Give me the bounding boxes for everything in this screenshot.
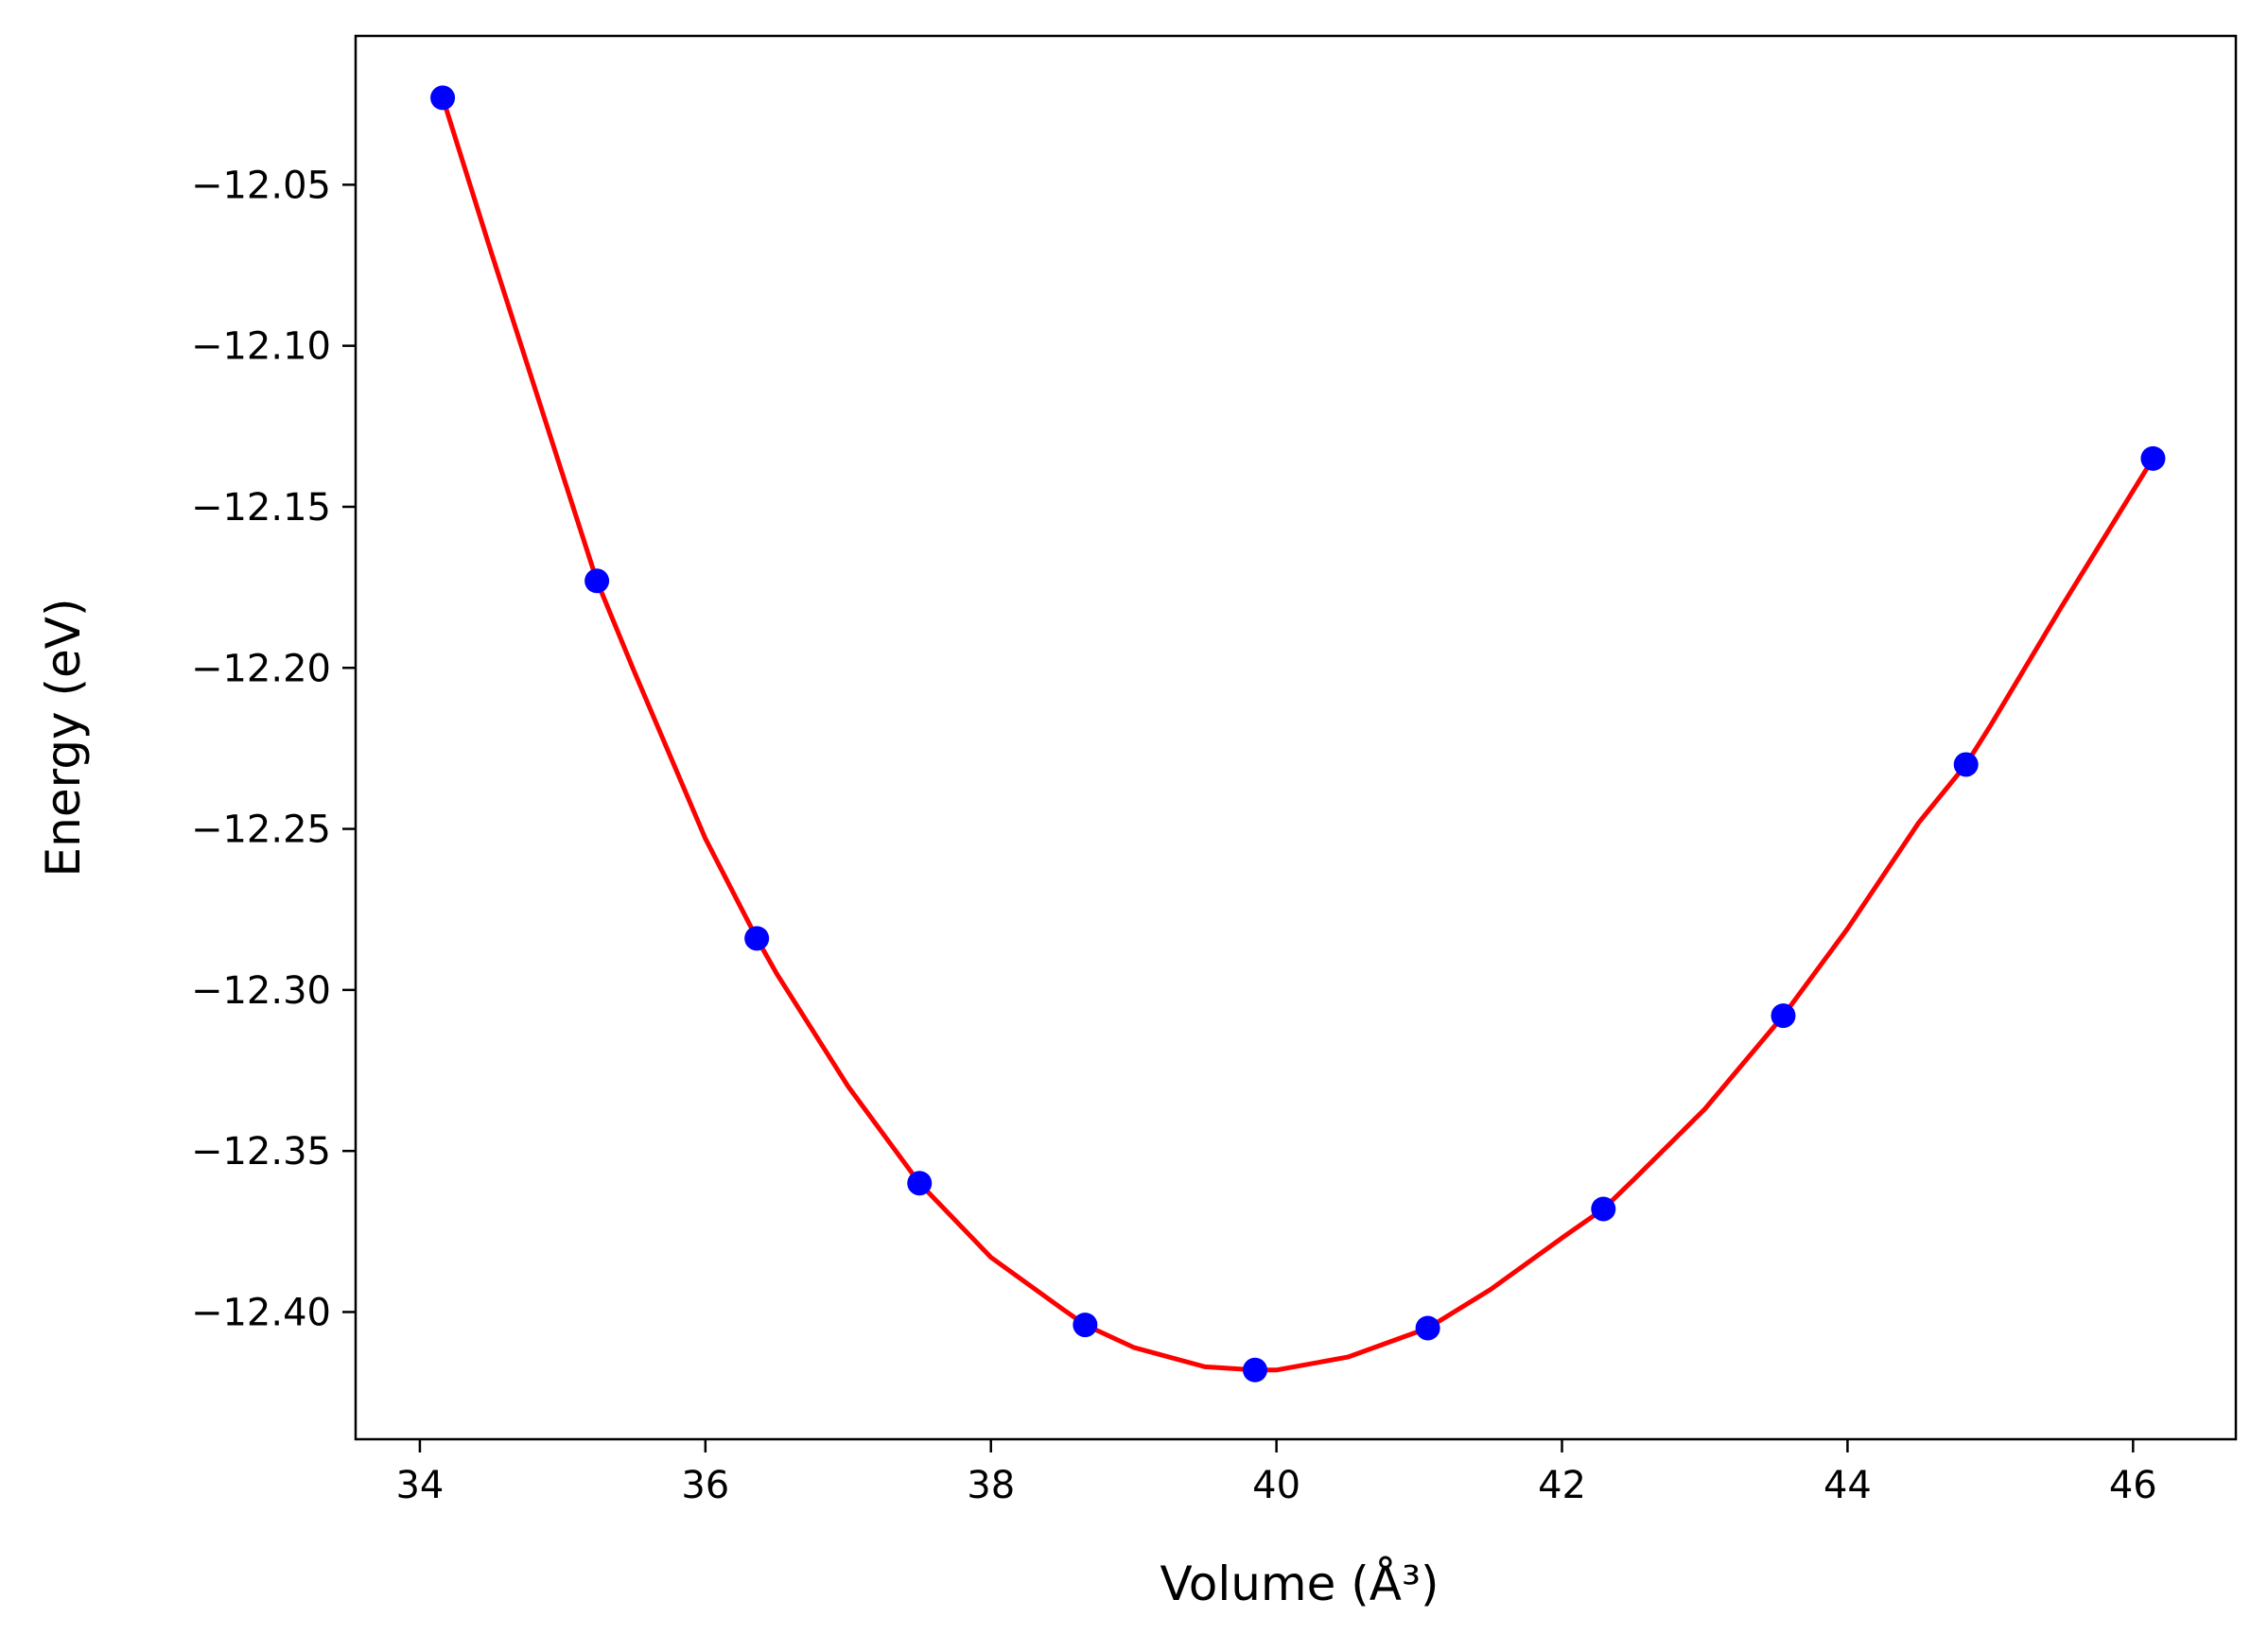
plot-frame — [354, 34, 2238, 1441]
data-point — [1591, 1196, 1616, 1222]
y-tick-label: −12.25 — [191, 809, 331, 852]
data-point — [1242, 1357, 1267, 1382]
data-point — [584, 568, 610, 594]
x-tick-label: 36 — [681, 1464, 729, 1507]
data-point — [1953, 752, 1979, 777]
y-tick-label: −12.10 — [191, 325, 331, 369]
x-tick-label: 40 — [1252, 1464, 1300, 1507]
data-point — [2140, 445, 2166, 471]
data-point — [907, 1171, 933, 1196]
x-axis-ticks: 34 36 38 40 42 44 46 — [395, 1439, 2157, 1507]
y-axis-ticks: −12.40 −12.35 −12.30 −12.25 −12.20 −12.15 −12.… — [191, 164, 356, 1334]
y-axis-label: Energy (eV) — [36, 599, 91, 878]
data-point — [1771, 1003, 1796, 1029]
y-tick-label: −12.40 — [191, 1291, 331, 1334]
x-tick-label: 44 — [1823, 1464, 1872, 1507]
x-axis-label: Volume (Å³) — [1160, 1556, 1439, 1611]
x-tick-label: 42 — [1538, 1464, 1586, 1507]
data-point — [1073, 1313, 1098, 1338]
x-tick-label: 46 — [2109, 1464, 2157, 1507]
y-tick-label: −12.15 — [191, 486, 331, 530]
y-tick-label: −12.05 — [191, 164, 331, 207]
y-tick-label: −12.35 — [191, 1130, 331, 1174]
data-point — [744, 926, 770, 951]
data-points-layer — [430, 85, 2166, 1382]
x-tick-label: 38 — [967, 1464, 1015, 1507]
x-tick-label: 34 — [395, 1464, 444, 1507]
data-point — [1415, 1315, 1440, 1341]
y-tick-label: −12.20 — [191, 647, 331, 690]
y-tick-label: −12.30 — [191, 969, 331, 1013]
data-point — [430, 85, 456, 111]
